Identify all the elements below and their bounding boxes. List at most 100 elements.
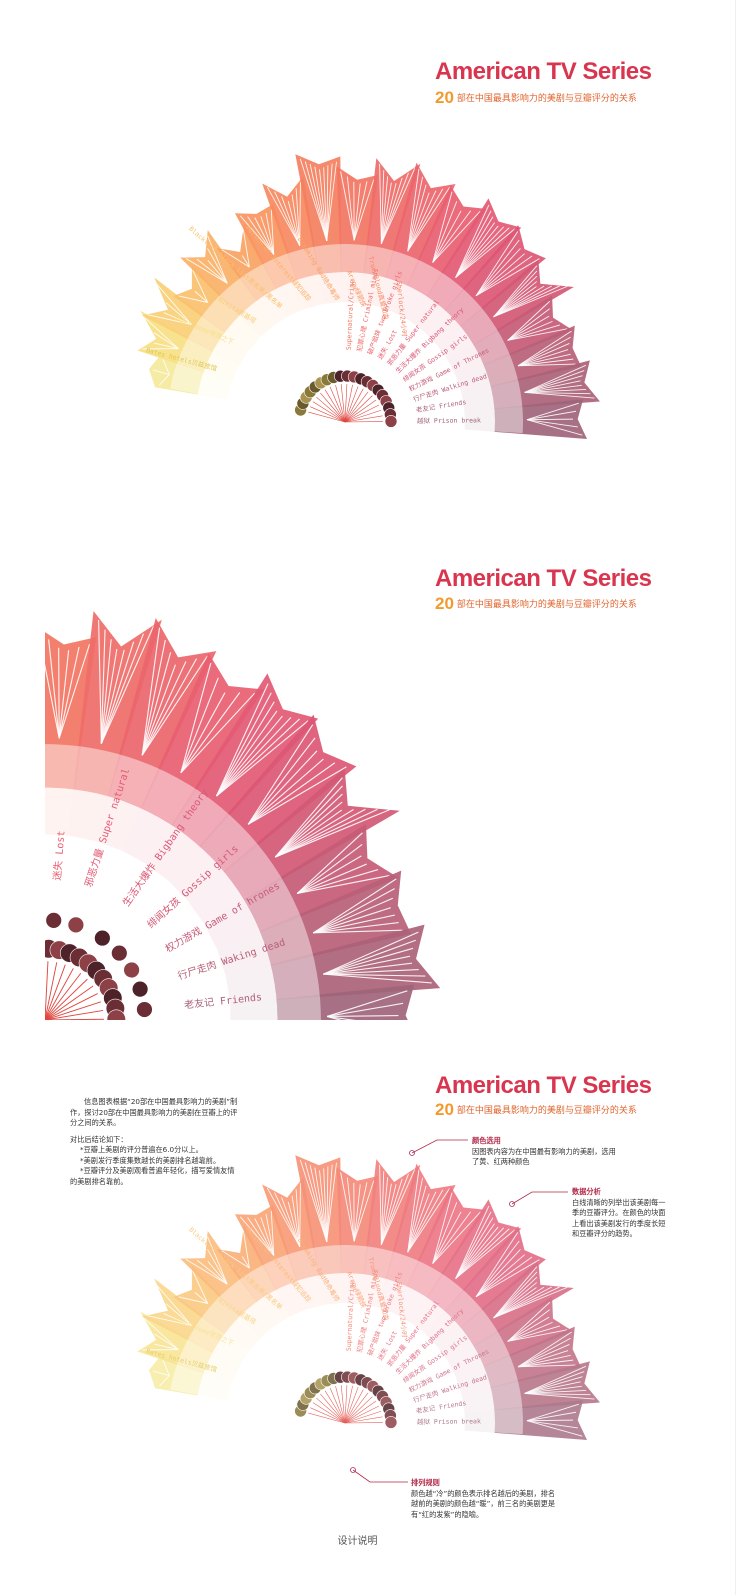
subtitle-text-2: 部在中国最具影响力的美剧与豆瓣评分的关系 (456, 600, 637, 610)
center-ray (45, 1019, 46, 1020)
season-line (163, 1313, 192, 1326)
season-line (274, 1192, 301, 1247)
center-ray (45, 972, 82, 1020)
season-line (432, 1211, 472, 1264)
season-line (524, 1365, 587, 1394)
season-line (274, 809, 343, 858)
wedge-19 (464, 1400, 587, 1441)
season-line (309, 1164, 328, 1243)
season-line (432, 210, 472, 263)
season-line (180, 692, 256, 774)
season-line (475, 1259, 540, 1298)
season-line (313, 897, 394, 934)
chart-body (8, 611, 441, 1020)
season-line (407, 168, 420, 252)
season-line (353, 1182, 368, 1242)
season-line (507, 324, 561, 341)
season-line (475, 248, 521, 297)
season-line (100, 648, 118, 744)
wedge-10 (68, 611, 162, 842)
season-line (493, 275, 538, 318)
season-line (493, 270, 538, 318)
season-line (326, 163, 333, 241)
design-caption: 设计说明 (337, 1536, 378, 1547)
season-line (274, 801, 343, 858)
season-line (493, 1286, 568, 1319)
center-ray (344, 409, 382, 423)
season-line (216, 715, 283, 797)
season-line (45, 663, 60, 739)
season-line (281, 196, 301, 246)
season-line (432, 201, 458, 263)
wedge-9 (336, 1167, 379, 1304)
season-line (346, 1177, 355, 1242)
season-line (380, 1177, 389, 1245)
season-line (299, 1182, 301, 1247)
season-line (455, 1229, 516, 1279)
season-line (326, 1162, 337, 1242)
season-line (507, 300, 551, 341)
season-line (247, 216, 275, 255)
page-subtitle-3: 20 部在中国最具影响力的美剧与豆瓣评分的关系 (435, 1100, 637, 1120)
season-line (207, 235, 228, 284)
season-line (312, 878, 397, 934)
season-line (275, 809, 390, 858)
season-line (524, 375, 583, 393)
intro-text: 信息图表根据“20部在中国最具影响力的美剧”制作，探讨20部在中国最具影响力的美… (70, 1097, 240, 1187)
season-line (407, 1189, 444, 1253)
season-line (216, 720, 309, 797)
season-line (380, 176, 389, 244)
season-line (518, 363, 576, 367)
season-line (524, 384, 582, 393)
season-line (323, 931, 419, 975)
season-line (517, 343, 570, 367)
season-line (526, 419, 578, 428)
season-line (295, 188, 301, 246)
season-line (326, 165, 329, 241)
season-line (162, 359, 170, 375)
season-line (493, 1286, 552, 1319)
season-line (517, 330, 572, 367)
season-line (153, 332, 179, 350)
season-line (180, 692, 241, 774)
season-line (526, 418, 574, 421)
season-line (313, 914, 395, 934)
season-line (319, 169, 328, 241)
season-line (432, 191, 453, 263)
zoom-portrait-dot (131, 980, 149, 998)
wedge-10 (360, 158, 421, 307)
portrait-dot (8, 945, 27, 964)
season-line (100, 641, 135, 744)
season-line (517, 1337, 571, 1368)
center-ray (344, 384, 353, 423)
center-ray (340, 1385, 346, 1424)
season-line (296, 855, 362, 894)
center-ray (320, 392, 346, 423)
center-ray (329, 1387, 346, 1424)
season-line (155, 1283, 192, 1326)
season-line (326, 1164, 333, 1242)
season-line (274, 785, 343, 858)
season-line (407, 1185, 427, 1253)
season-line (313, 907, 391, 934)
series-label: 越狱 Prison break (417, 1416, 481, 1426)
season-line (507, 1321, 553, 1342)
season-line (207, 1261, 228, 1285)
season-line (147, 1315, 192, 1326)
season-line (380, 170, 385, 244)
season-line (455, 1226, 499, 1279)
season-line (493, 1266, 538, 1319)
page-title-2: American TV Series (435, 565, 652, 592)
season-line (493, 1282, 538, 1319)
center-ray (45, 993, 98, 1020)
center-ray (329, 386, 346, 423)
season-line (380, 1168, 416, 1245)
season-line (254, 217, 275, 255)
wedge-18 (461, 360, 600, 412)
season-line (455, 204, 490, 278)
center-ray (335, 385, 346, 423)
season-line (526, 410, 577, 421)
season-line (326, 161, 337, 241)
season-line (517, 1344, 570, 1368)
